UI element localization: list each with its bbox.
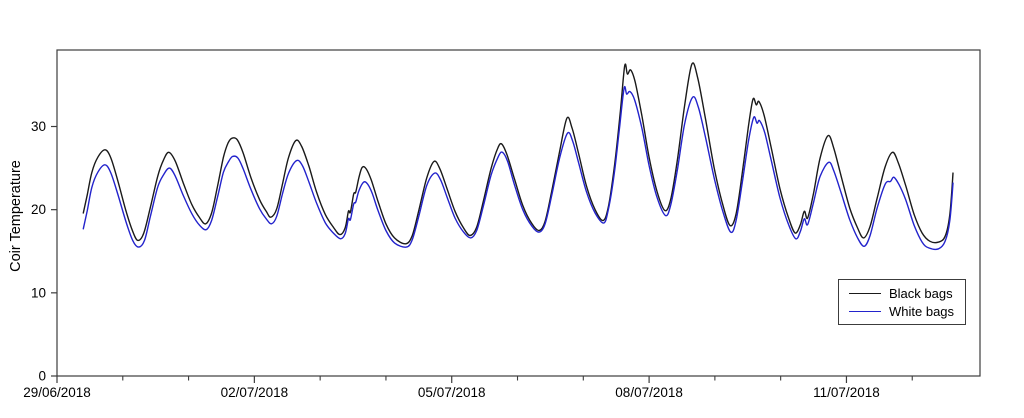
- y-tick-label: 10: [31, 285, 46, 300]
- x-tick-label: 08/07/2018: [615, 385, 683, 400]
- y-tick-label: 0: [38, 369, 46, 384]
- x-tick-label: 11/07/2018: [813, 385, 880, 400]
- legend-label-black-bags: Black bags: [889, 285, 953, 301]
- white-bags-line: [82, 86, 954, 250]
- x-tick-label: 05/07/2018: [418, 385, 486, 400]
- legend-item-white-bags: White bags: [849, 304, 965, 319]
- y-tick-label: 20: [31, 202, 46, 217]
- black-line-swatch: [849, 292, 881, 294]
- black-bags-line: [82, 62, 954, 245]
- legend-item-black-bags: Black bags: [849, 286, 965, 301]
- white-line-swatch: [849, 310, 881, 312]
- x-tick-label: 29/06/2018: [23, 385, 91, 400]
- x-tick-label: 02/07/2018: [221, 385, 289, 400]
- legend-label-white-bags: White bags: [889, 303, 955, 319]
- legend: Black bags White bags: [838, 279, 966, 325]
- y-axis-title: Coir Temperature: [8, 160, 24, 272]
- plot-frame: [56, 49, 981, 377]
- y-tick-label: 30: [31, 119, 46, 134]
